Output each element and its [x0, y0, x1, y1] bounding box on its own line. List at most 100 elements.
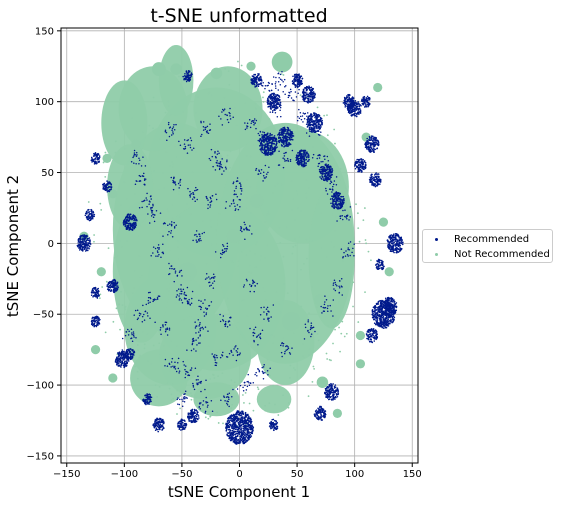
recommended-point [238, 425, 241, 428]
recommended-point [324, 413, 327, 416]
recommended-point [198, 417, 200, 419]
recommended-point [251, 427, 254, 430]
recommended-point [309, 95, 312, 98]
recommended-point [94, 293, 97, 296]
recommended-point [130, 216, 132, 219]
recommended-point [268, 148, 270, 151]
recommended-point [232, 416, 235, 419]
recommended-point [228, 421, 231, 424]
recommended-point [382, 265, 385, 268]
not-recommended-point-cloud [256, 385, 292, 414]
not-recommended-point [120, 245, 123, 248]
recommended-point [126, 215, 128, 218]
recommended-point [96, 155, 98, 158]
recommended-point [387, 241, 390, 243]
recommended-point [325, 391, 328, 394]
not-recommended-point [141, 131, 144, 134]
not-recommended-point [174, 371, 177, 374]
recommended-point [375, 331, 378, 333]
not-recommended-point [270, 334, 273, 337]
recommended-point [332, 195, 335, 198]
recommended-point [368, 139, 371, 142]
recommended-point [381, 326, 384, 328]
recommended-point [131, 355, 134, 358]
recommended-point [335, 393, 338, 395]
recommended-point [119, 353, 121, 356]
recommended-point [124, 225, 127, 228]
not-recommended-point [138, 356, 141, 359]
recommended-point [318, 123, 320, 126]
recommended-point [395, 305, 398, 308]
recommended-point [110, 186, 113, 189]
recommended-point [82, 241, 84, 244]
recommended-point [330, 391, 333, 393]
recommended-point [361, 167, 363, 170]
not-recommended-point [158, 385, 161, 388]
recommended-point [365, 164, 367, 167]
not-recommended-point [187, 358, 190, 361]
recommended-point [357, 101, 359, 103]
not-recommended-point [171, 166, 174, 168]
not-recommended-point [264, 221, 266, 224]
recommended-point [96, 295, 99, 298]
recommended-point [248, 434, 250, 437]
recommended-point [391, 304, 394, 307]
recommended-point [240, 414, 243, 416]
recommended-point [86, 246, 89, 248]
not-recommended-point [245, 154, 248, 157]
recommended-point [135, 224, 137, 227]
recommended-point [263, 146, 266, 148]
recommended-point [382, 327, 385, 329]
not-recommended-point [201, 242, 203, 244]
recommended-point [225, 423, 227, 426]
recommended-point [80, 245, 83, 248]
recommended-point [78, 249, 81, 251]
recommended-point [370, 150, 373, 152]
not-recommended-point [144, 208, 147, 210]
not-recommended-point [195, 396, 197, 399]
recommended-point [374, 144, 376, 146]
recommended-point [192, 419, 195, 421]
recommended-point [92, 319, 95, 322]
recommended-point [398, 248, 401, 251]
recommended-point [77, 242, 80, 244]
not-recommended-point [131, 117, 134, 120]
not-recommended-point [197, 96, 200, 98]
not-recommended-point [194, 296, 197, 299]
recommended-point [346, 95, 348, 97]
recommended-point [243, 441, 245, 444]
recommended-point [266, 136, 269, 138]
recommended-point [319, 408, 321, 411]
recommended-point [127, 220, 130, 222]
recommended-point [233, 431, 235, 434]
recommended-point [93, 320, 96, 322]
recommended-point [158, 418, 160, 421]
recommended-point [370, 142, 373, 144]
recommended-point [356, 103, 359, 105]
recommended-point [90, 320, 93, 323]
recommended-point [395, 246, 398, 249]
not-recommended-point [305, 192, 308, 195]
recommended-point [127, 360, 130, 362]
recommended-point [97, 318, 99, 321]
not-recommended-point [121, 216, 124, 219]
recommended-point [368, 333, 371, 336]
recommended-point [122, 223, 125, 226]
not-recommended-point [283, 283, 285, 286]
not-recommended-point [186, 203, 188, 205]
recommended-point [142, 399, 144, 401]
not-recommended-point [338, 326, 340, 329]
recommended-point [318, 411, 321, 414]
recommended-point [306, 88, 308, 91]
recommended-point [312, 97, 314, 100]
not-recommended-point-island [378, 217, 389, 227]
recommended-point [375, 302, 378, 305]
not-recommended-point [257, 166, 260, 169]
recommended-point [373, 141, 376, 144]
recommended-point [345, 102, 348, 105]
recommended-point [239, 420, 241, 423]
recommended-point [276, 146, 278, 148]
not-recommended-point [216, 314, 219, 317]
recommended-point [287, 132, 289, 134]
recommended-point [364, 162, 367, 164]
